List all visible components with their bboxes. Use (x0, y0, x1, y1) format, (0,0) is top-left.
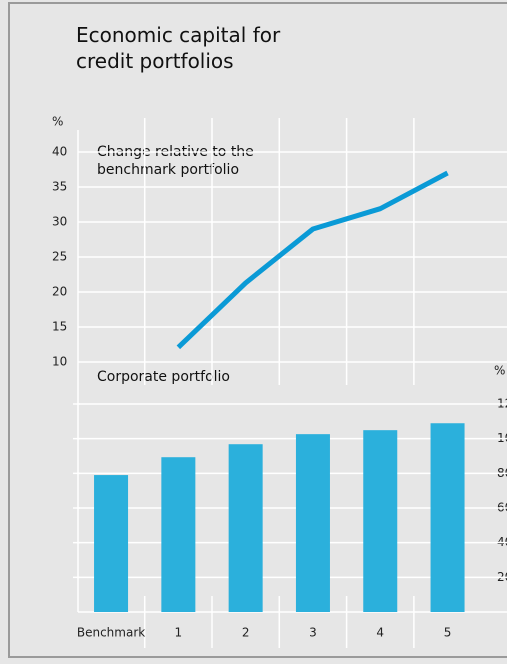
y-tick-label: 15 (52, 320, 67, 334)
y-tick-label: 30 (52, 215, 67, 229)
annotation: Corporate portfolio (97, 369, 230, 385)
x-tick-label: 3 (309, 626, 317, 640)
x-tick-label: 2 (242, 626, 250, 640)
bar (295, 434, 330, 612)
y-tick-label: 40 (52, 145, 67, 159)
y-tick-label: 35 (52, 180, 67, 194)
bar (228, 444, 263, 612)
y-unit: % (52, 115, 63, 129)
chart-title-1: Economic capital for credit portfolios (76, 23, 281, 73)
x-tick-label: 5 (444, 626, 452, 640)
x-tick-label: 4 (376, 626, 384, 640)
x-tick-label: 1 (175, 626, 183, 640)
bar (430, 423, 465, 612)
bar (161, 457, 196, 612)
y2-unit: % (494, 364, 505, 378)
bar (363, 430, 398, 612)
x-tick-label: Benchmark (77, 626, 145, 640)
line (176, 170, 449, 350)
bar (94, 475, 129, 612)
y-tick-label: 25 (52, 250, 67, 264)
y-tick-label: 20 (52, 285, 67, 299)
y-tick-label: 10 (52, 355, 67, 369)
